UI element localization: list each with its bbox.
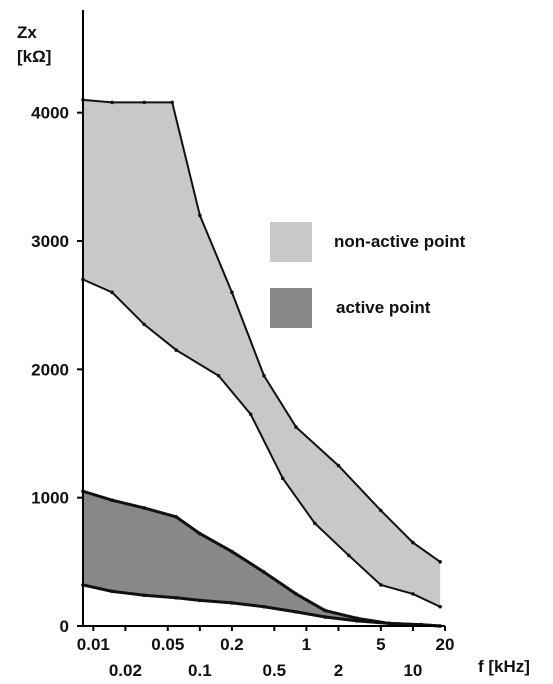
data-point	[142, 322, 146, 327]
x-tick-label: 0.02	[109, 661, 142, 680]
y-tick-group: 0 1000 2000 3000 4000	[31, 104, 83, 636]
x-tick-label: 1	[302, 635, 311, 654]
data-point	[230, 549, 234, 554]
data-point	[387, 621, 392, 626]
data-point	[198, 598, 202, 603]
data-point	[174, 595, 179, 600]
data-point	[174, 348, 179, 352]
data-point	[355, 616, 360, 621]
area-series-group	[81, 98, 442, 628]
legend: non-active point active point	[270, 222, 466, 328]
legend-label-active: active point	[336, 298, 431, 317]
lower-boundary-line-0	[82, 278, 441, 608]
data-point	[379, 508, 383, 513]
data-point	[280, 476, 285, 481]
data-point	[323, 615, 327, 619]
data-point	[230, 290, 234, 295]
legend-swatch-non-active	[270, 222, 312, 262]
x-axis-title: f [kHz]	[478, 657, 530, 676]
x-tick-label: 20	[436, 635, 455, 654]
data-point	[262, 604, 266, 609]
data-point	[198, 531, 202, 536]
data-point	[294, 425, 298, 429]
x-tick-group: 0.01 0.02 0.050.1 0.2 0.5 1 2 5 10 20	[77, 626, 455, 680]
x-tick-label: 0.01	[77, 635, 110, 654]
x-tick-label: 5	[376, 635, 385, 654]
data-point	[198, 213, 202, 218]
data-point	[142, 506, 146, 510]
y-tick-label: 1000	[31, 489, 69, 508]
area-active-point	[83, 491, 441, 626]
data-point	[323, 608, 327, 613]
y-axis-title-line2: [kΩ]	[17, 47, 51, 66]
data-point	[379, 583, 383, 587]
y-tick-label: 3000	[31, 232, 69, 251]
data-point	[355, 619, 360, 623]
data-point	[294, 610, 298, 614]
x-tick-label: 0.5	[263, 661, 287, 680]
x-tick-label: 0.05	[151, 635, 184, 654]
x-tick-label: 10	[403, 661, 422, 680]
upper-boundary-line-0	[82, 98, 441, 563]
data-point	[438, 604, 442, 609]
data-point	[110, 100, 114, 105]
y-tick-label: 0	[60, 617, 69, 636]
x-tick-label: 0.1	[188, 661, 212, 680]
data-point	[230, 601, 234, 605]
data-point	[110, 498, 114, 503]
y-tick-label: 2000	[31, 360, 69, 379]
data-point	[411, 540, 415, 545]
x-tick-label: 2	[334, 661, 343, 680]
data-point	[248, 412, 253, 417]
data-point	[216, 373, 221, 378]
data-point	[110, 290, 114, 295]
data-point	[411, 592, 415, 596]
data-point	[110, 589, 114, 594]
data-point	[313, 521, 317, 526]
y-tick-label: 4000	[31, 104, 69, 123]
data-point	[294, 592, 298, 596]
data-point	[262, 570, 266, 574]
data-point	[142, 593, 146, 597]
data-point	[346, 553, 351, 558]
data-point	[142, 100, 146, 105]
data-point	[438, 560, 442, 564]
data-point	[170, 100, 174, 105]
legend-swatch-active	[270, 288, 312, 328]
legend-label-non-active: non-active point	[334, 232, 466, 251]
data-point	[174, 515, 179, 519]
data-point	[336, 463, 341, 468]
y-axis-title-line1: Zx	[17, 23, 37, 42]
data-point	[262, 373, 266, 378]
x-tick-label: 0.2	[220, 635, 244, 654]
